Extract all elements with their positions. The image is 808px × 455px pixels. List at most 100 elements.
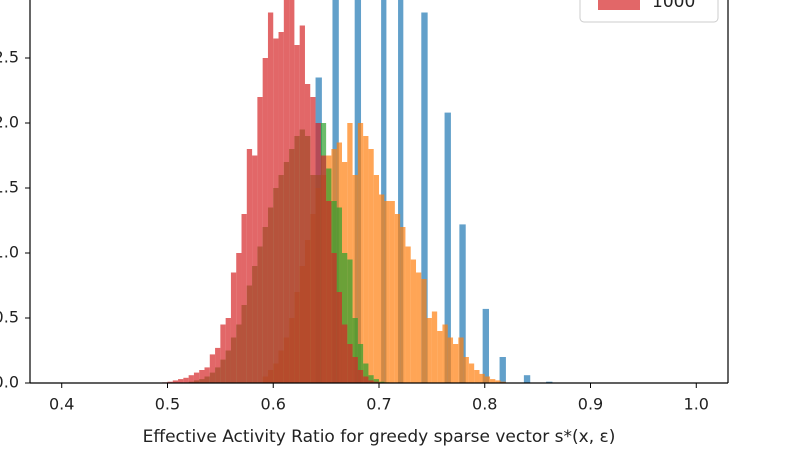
y-tick-label: 1.0: [0, 243, 19, 262]
histogram-bar: [482, 308, 489, 383]
histogram-bar: [437, 331, 443, 383]
y-tick-label: 2.5: [0, 48, 19, 67]
histogram-bar: [394, 214, 401, 383]
histogram-bar: [373, 381, 379, 383]
histogram-bar: [421, 279, 427, 383]
x-tick-label: 0.6: [261, 395, 286, 414]
legend-label: 1000: [652, 0, 695, 12]
histogram-bar: [352, 357, 358, 383]
histogram-bar: [500, 381, 506, 383]
histogram-bar: [220, 324, 226, 383]
histogram-bar: [373, 379, 379, 383]
histogram-bar: [463, 357, 469, 383]
histogram-bar: [363, 376, 369, 383]
histogram-bar: [546, 381, 553, 383]
histogram-bar: [252, 155, 258, 383]
histogram-bar: [336, 292, 342, 383]
histogram-bar: [241, 214, 247, 383]
histogram-bar: [379, 194, 385, 383]
histogram-bar: [405, 246, 411, 383]
histogram-bar: [225, 318, 231, 383]
histogram-bar: [444, 112, 451, 383]
histogram-bar: [178, 379, 184, 383]
histogram-bar: [167, 381, 173, 383]
histogram-bar: [357, 123, 364, 383]
histogram-bar: [209, 354, 216, 383]
y-tick-label: 2.0: [0, 113, 19, 132]
histogram-bar: [267, 12, 274, 383]
histogram-bar: [304, 84, 311, 383]
histogram-bar: [442, 324, 448, 383]
histogram-bar: [341, 324, 348, 383]
histogram-bar: [357, 370, 364, 383]
histogram-bar: [381, 0, 387, 383]
histogram-bar: [331, 253, 337, 383]
histogram-bar: [315, 123, 321, 383]
histogram-bar: [283, 0, 290, 383]
x-tick-label: 1.0: [684, 395, 709, 414]
histogram-bar: [299, 25, 305, 383]
histogram-bar: [289, 0, 295, 383]
histogram-bar: [416, 272, 422, 383]
histogram-bar: [352, 318, 358, 383]
histogram-bar: [447, 337, 454, 383]
histogram-bar: [341, 253, 348, 383]
x-tick-label: 0.5: [155, 395, 180, 414]
histogram-bar: [368, 380, 374, 383]
histogram-bar: [490, 379, 496, 383]
histogram-bar: [426, 318, 432, 383]
histogram-bar: [262, 58, 268, 383]
histogram-bar: [347, 344, 353, 383]
histogram-bar: [459, 224, 466, 383]
y-tick-label: 1.5: [0, 178, 19, 197]
y-tick-label: 0.0: [0, 373, 19, 392]
histogram-bar: [384, 201, 390, 383]
histogram-bar: [357, 344, 364, 383]
histogram-bar: [273, 38, 279, 383]
histogram-bar: [310, 97, 316, 383]
x-tick-label: 0.9: [578, 395, 603, 414]
histogram-bar: [294, 45, 300, 383]
histogram-bar: [368, 149, 374, 383]
y-tick-label: 0.5: [0, 308, 19, 327]
histogram-bar: [183, 377, 189, 383]
histogram-bar: [495, 380, 501, 383]
histogram-bar: [215, 347, 221, 383]
histogram-bar: [400, 227, 406, 383]
histogram-bar: [453, 344, 459, 383]
histogram-bar: [230, 272, 237, 383]
histogram-bar: [484, 376, 491, 383]
histogram-bar: [172, 380, 179, 383]
legend-swatch: [598, 0, 640, 10]
histogram-bar: [499, 357, 506, 383]
histogram-bar: [474, 370, 480, 383]
x-tick-label: 0.4: [49, 395, 74, 414]
histogram-bar: [398, 0, 404, 383]
histogram-bar: [363, 363, 369, 383]
histogram-bar: [363, 136, 369, 383]
histogram-bar: [421, 12, 428, 383]
histogram-bar: [257, 97, 263, 383]
histogram-bar: [193, 372, 200, 383]
histogram-bar: [320, 155, 327, 383]
histogram-bar: [479, 373, 485, 383]
histogram-bar: [278, 32, 284, 383]
x-tick-label: 0.8: [472, 395, 497, 414]
histogram-bar: [204, 367, 210, 383]
histogram-bar: [458, 337, 464, 383]
histogram-bar: [199, 370, 205, 383]
histogram-bar: [347, 259, 353, 383]
histogram-bar: [468, 363, 475, 383]
histogram-bar: [373, 175, 379, 383]
histogram-bar: [236, 253, 242, 383]
histogram-bar: [347, 123, 353, 383]
histogram-bar: [368, 375, 374, 383]
histogram-bar: [326, 201, 332, 383]
histogram-bar: [389, 201, 395, 383]
histogram-bar: [188, 375, 194, 383]
x-tick-label: 0.7: [366, 395, 391, 414]
histogram-bar: [246, 149, 253, 383]
x-axis-label: Effective Activity Ratio for greedy spar…: [143, 427, 616, 447]
